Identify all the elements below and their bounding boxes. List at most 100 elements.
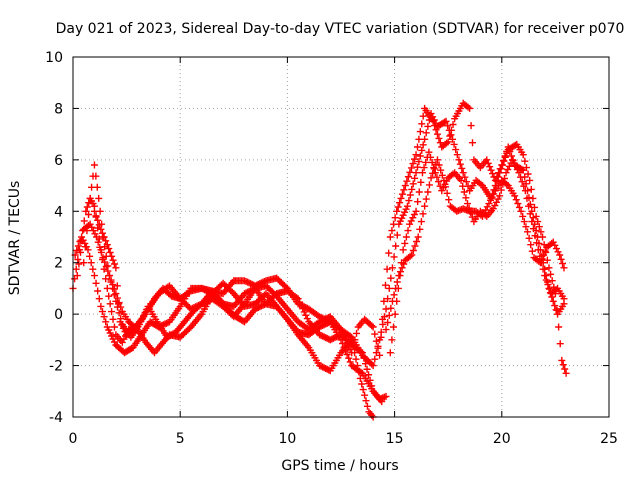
data-point bbox=[529, 225, 537, 233]
data-point bbox=[432, 126, 440, 134]
data-point bbox=[408, 185, 416, 193]
data-point bbox=[419, 210, 427, 218]
data-point bbox=[94, 238, 102, 246]
data-point bbox=[503, 149, 511, 157]
data-point bbox=[92, 212, 100, 220]
data-point bbox=[384, 319, 392, 326]
data-point bbox=[161, 320, 169, 328]
y-axis-label: SDTVAR / TECUs bbox=[7, 181, 23, 296]
data-point bbox=[361, 391, 369, 399]
data-point bbox=[548, 277, 556, 285]
data-point bbox=[107, 276, 115, 284]
data-point bbox=[497, 186, 505, 194]
data-point bbox=[450, 140, 458, 148]
data-point bbox=[254, 304, 262, 312]
data-point bbox=[497, 165, 505, 173]
data-point bbox=[439, 184, 447, 191]
data-point bbox=[459, 169, 467, 177]
data-point bbox=[519, 212, 527, 220]
data-point bbox=[372, 337, 380, 345]
data-point bbox=[541, 247, 549, 255]
data-point bbox=[404, 173, 412, 181]
data-point bbox=[316, 331, 324, 339]
data-point bbox=[419, 141, 427, 149]
data-point bbox=[520, 182, 528, 190]
data-point bbox=[462, 194, 470, 202]
data-point bbox=[385, 311, 393, 319]
data-point bbox=[500, 157, 508, 165]
data-point bbox=[98, 308, 106, 316]
data-point bbox=[490, 190, 498, 198]
data-point bbox=[372, 349, 380, 357]
data-point bbox=[412, 151, 420, 159]
data-point bbox=[433, 156, 441, 164]
data-point bbox=[415, 158, 423, 166]
data-point bbox=[491, 202, 499, 209]
data-point bbox=[368, 360, 376, 368]
data-point bbox=[320, 333, 328, 341]
data-point bbox=[442, 117, 450, 125]
data-point bbox=[527, 185, 535, 193]
data-point bbox=[379, 320, 387, 328]
data-point bbox=[247, 280, 255, 288]
data-point bbox=[418, 169, 426, 177]
data-point bbox=[323, 334, 331, 342]
data-point bbox=[366, 376, 374, 384]
data-point bbox=[377, 328, 385, 336]
data-point bbox=[86, 220, 94, 228]
data-point bbox=[559, 260, 567, 268]
data-point bbox=[534, 246, 542, 254]
data-point bbox=[329, 334, 337, 342]
data-point bbox=[118, 321, 126, 329]
data-point bbox=[105, 292, 113, 300]
data-point bbox=[488, 193, 496, 201]
data-point bbox=[119, 324, 127, 332]
data-point bbox=[371, 355, 379, 363]
data-point bbox=[316, 362, 324, 370]
data-point bbox=[393, 207, 401, 215]
data-point bbox=[523, 194, 531, 202]
data-point bbox=[412, 207, 420, 215]
data-point bbox=[365, 371, 373, 379]
data-point bbox=[483, 203, 491, 211]
data-point bbox=[100, 313, 108, 321]
data-point bbox=[398, 190, 406, 198]
data-point bbox=[427, 153, 435, 161]
data-point bbox=[376, 336, 384, 344]
data-point bbox=[352, 355, 360, 363]
data-point bbox=[504, 166, 512, 173]
data-point bbox=[449, 121, 457, 128]
data-point bbox=[282, 283, 290, 291]
data-point bbox=[391, 214, 399, 222]
data-point bbox=[541, 272, 549, 280]
data-point bbox=[85, 211, 93, 218]
data-point bbox=[382, 326, 390, 334]
data-point bbox=[552, 245, 560, 253]
data-point bbox=[245, 287, 253, 295]
data-point bbox=[89, 227, 97, 235]
data-point bbox=[537, 228, 545, 236]
data-point bbox=[93, 183, 101, 191]
data-point bbox=[412, 169, 420, 177]
data-point bbox=[335, 331, 343, 339]
data-point bbox=[368, 322, 376, 330]
data-point bbox=[97, 302, 105, 310]
data-point bbox=[88, 223, 96, 231]
data-point bbox=[556, 340, 564, 348]
data-point bbox=[95, 221, 103, 229]
data-point bbox=[445, 196, 453, 204]
data-point bbox=[431, 169, 439, 177]
data-point bbox=[323, 316, 331, 324]
data-point bbox=[552, 286, 560, 294]
data-point bbox=[415, 188, 423, 196]
data-point bbox=[185, 288, 193, 296]
data-point bbox=[487, 166, 495, 174]
data-point bbox=[544, 281, 552, 289]
data-point bbox=[494, 173, 502, 181]
data-point bbox=[72, 265, 80, 273]
data-point bbox=[83, 203, 91, 211]
data-point bbox=[103, 241, 111, 249]
data-point bbox=[536, 252, 544, 260]
data-point bbox=[427, 174, 435, 182]
